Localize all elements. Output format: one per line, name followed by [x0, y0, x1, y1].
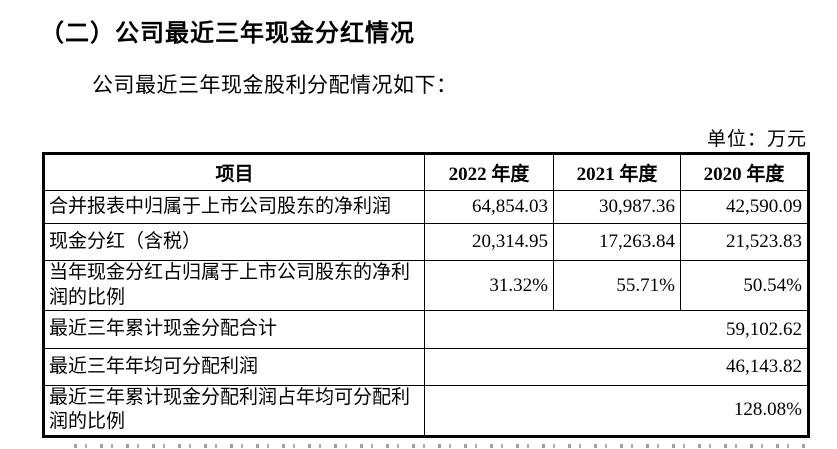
- row-label-cell: 最近三年累计现金分配利润占年均可分配利润的比例: [43, 385, 425, 437]
- table-row-dividend-ratio: 当年现金分红占归属于上市公司股东的净利润的比例 31.32% 55.71% 50…: [43, 260, 809, 311]
- row-label-cell: 当年现金分红占归属于上市公司股东的净利润的比例: [43, 260, 425, 311]
- value-cell-2020: 21,523.83: [680, 223, 809, 261]
- table-row-cash-dividend: 现金分红（含税） 20,314.95 17,263.84 21,523.83: [43, 223, 809, 261]
- column-header-2020: 2020 年度: [680, 153, 809, 191]
- value-cell-2020: 50.54%: [680, 260, 809, 311]
- value-cell-2020: 42,590.09: [680, 190, 809, 224]
- row-label-cell: 合并报表中归属于上市公司股东的净利润: [43, 190, 425, 224]
- row-label-cell: 现金分红（含税）: [43, 223, 425, 261]
- table-row-avg-distributable-profit: 最近三年年均可分配利润 46,143.82: [43, 348, 809, 386]
- clipped-next-line-fragments: [74, 444, 808, 448]
- column-header-2021: 2021 年度: [553, 153, 681, 191]
- row-label-cell: 最近三年年均可分配利润: [43, 348, 425, 386]
- value-cell-2021: 55.71%: [553, 260, 681, 311]
- section-title: （二）公司最近三年现金分红情况: [40, 21, 415, 47]
- merged-value-cell: 59,102.62: [424, 310, 809, 349]
- merged-value-cell: 46,143.82: [424, 348, 809, 386]
- merged-value-cell: 128.08%: [424, 385, 809, 437]
- table-row-cumulative-ratio: 最近三年累计现金分配利润占年均可分配利润的比例 128.08%: [43, 385, 809, 437]
- column-header-2022: 2022 年度: [424, 153, 554, 191]
- column-header-item: 项目: [43, 153, 425, 191]
- dividend-table: 项目 2022 年度 2021 年度 2020 年度 合并报表中归属于上市公司股…: [42, 152, 810, 438]
- unit-label: 单位：万元: [706, 129, 807, 150]
- intro-text: 公司最近三年现金股利分配情况如下：: [92, 73, 458, 97]
- value-cell-2022: 31.32%: [424, 260, 554, 311]
- table-header-row: 项目 2022 年度 2021 年度 2020 年度: [43, 153, 809, 191]
- value-cell-2022: 20,314.95: [424, 223, 554, 261]
- table-row-cumulative-total: 最近三年累计现金分配合计 59,102.62: [43, 310, 809, 349]
- value-cell-2021: 17,263.84: [553, 223, 681, 261]
- row-label-cell: 最近三年累计现金分配合计: [43, 310, 425, 349]
- value-cell-2021: 30,987.36: [553, 190, 681, 224]
- value-cell-2022: 64,854.03: [424, 190, 554, 224]
- table-row-net-profit: 合并报表中归属于上市公司股东的净利润 64,854.03 30,987.36 4…: [43, 190, 809, 224]
